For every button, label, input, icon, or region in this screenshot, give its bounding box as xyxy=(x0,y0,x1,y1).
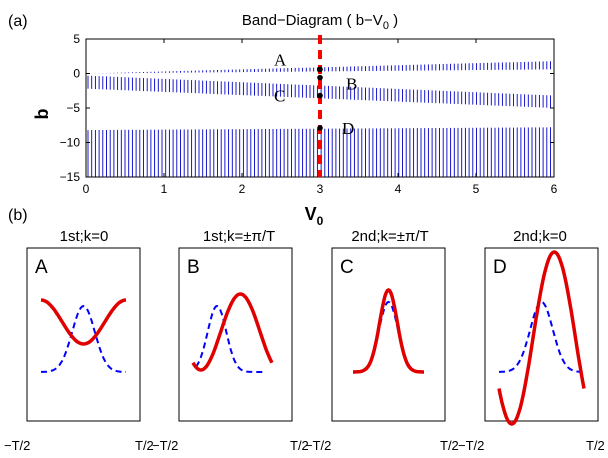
point-label-a: A xyxy=(274,50,287,69)
x-right-label: T/2 xyxy=(135,438,154,453)
panel-caption: 2nd;k=±π/T xyxy=(351,228,428,245)
solid-profile xyxy=(40,298,127,346)
panel-frame xyxy=(484,247,599,422)
point-d xyxy=(317,125,323,131)
panel-d: 2nd;k=0 D −T/2 T/2 xyxy=(458,228,605,453)
panel-letter: A xyxy=(35,257,48,278)
solid-profile xyxy=(191,292,274,372)
panel-letter: D xyxy=(493,257,507,278)
band-2 xyxy=(87,75,551,108)
panel-label-b: (b) xyxy=(8,207,28,224)
panel-a: 1st;k=0 A −T/2 T/2 xyxy=(4,228,154,453)
x-tick-label: 6 xyxy=(551,182,558,196)
x-left-label: −T/2 xyxy=(305,438,331,453)
x-left-label: −T/2 xyxy=(458,438,484,453)
panel-caption: 1st;k=±π/T xyxy=(203,228,275,245)
band-lines xyxy=(87,61,551,177)
x-tick-label: 1 xyxy=(161,182,168,196)
dashed-profile xyxy=(499,300,584,373)
panel-b: 1st;k=±π/TB −T/2 T/2 xyxy=(152,228,309,453)
x-right-label: T/2 xyxy=(586,438,605,453)
band-diagram-title: Band−Diagram ( b−V0 ) xyxy=(242,12,398,32)
point-label-d: D xyxy=(342,119,354,138)
x-tick-label: 5 xyxy=(473,182,480,196)
point-c xyxy=(317,92,323,99)
panel-frame xyxy=(26,247,141,422)
y-axis-label: b xyxy=(32,109,52,120)
panel-frame xyxy=(331,247,446,422)
x-right-label: T/2 xyxy=(440,438,459,453)
panel-label-a: (a) xyxy=(8,13,28,30)
panel-letter: B xyxy=(187,257,200,278)
y-tick-label: 0 xyxy=(73,67,80,81)
x-tick-label: 2 xyxy=(239,182,246,196)
x-left-label: −T/2 xyxy=(152,438,178,453)
y-tick-label: −5 xyxy=(66,101,80,115)
dashed-profile xyxy=(353,300,424,373)
panel-letter: C xyxy=(340,257,354,278)
band-1 xyxy=(87,61,551,74)
mode-points: A B C D xyxy=(274,50,357,138)
panel-frame xyxy=(178,247,293,422)
y-tick-label: 5 xyxy=(73,32,80,46)
x-left-label: −T/2 xyxy=(4,438,30,453)
x-right-label: T/2 xyxy=(290,438,309,453)
y-tick-label: −10 xyxy=(60,136,81,150)
dashed-profile xyxy=(41,304,126,373)
x-tick-label: 4 xyxy=(395,182,402,196)
x-tick-label: 3 xyxy=(317,182,324,196)
point-b xyxy=(317,74,323,81)
panel-caption: 1st;k=0 xyxy=(60,228,109,245)
solid-profile xyxy=(497,250,586,426)
x-axis-label: V0 xyxy=(305,204,324,228)
panel-caption: 2nd;k=0 xyxy=(513,228,567,245)
point-a xyxy=(317,66,323,73)
axis-ticks: 0 1 2 3 4 5 6 5 0 −5 −10 −15 xyxy=(60,32,558,196)
band-3 xyxy=(87,127,551,177)
solid-profile xyxy=(353,287,424,374)
panel-c: 2nd;k=±π/T C −T/2 T/2 xyxy=(305,228,459,453)
dashed-profile xyxy=(195,304,266,373)
point-label-c: C xyxy=(274,87,285,106)
point-label-b: B xyxy=(346,75,357,94)
x-tick-label: 0 xyxy=(83,182,90,196)
y-tick-label: −15 xyxy=(60,170,81,184)
